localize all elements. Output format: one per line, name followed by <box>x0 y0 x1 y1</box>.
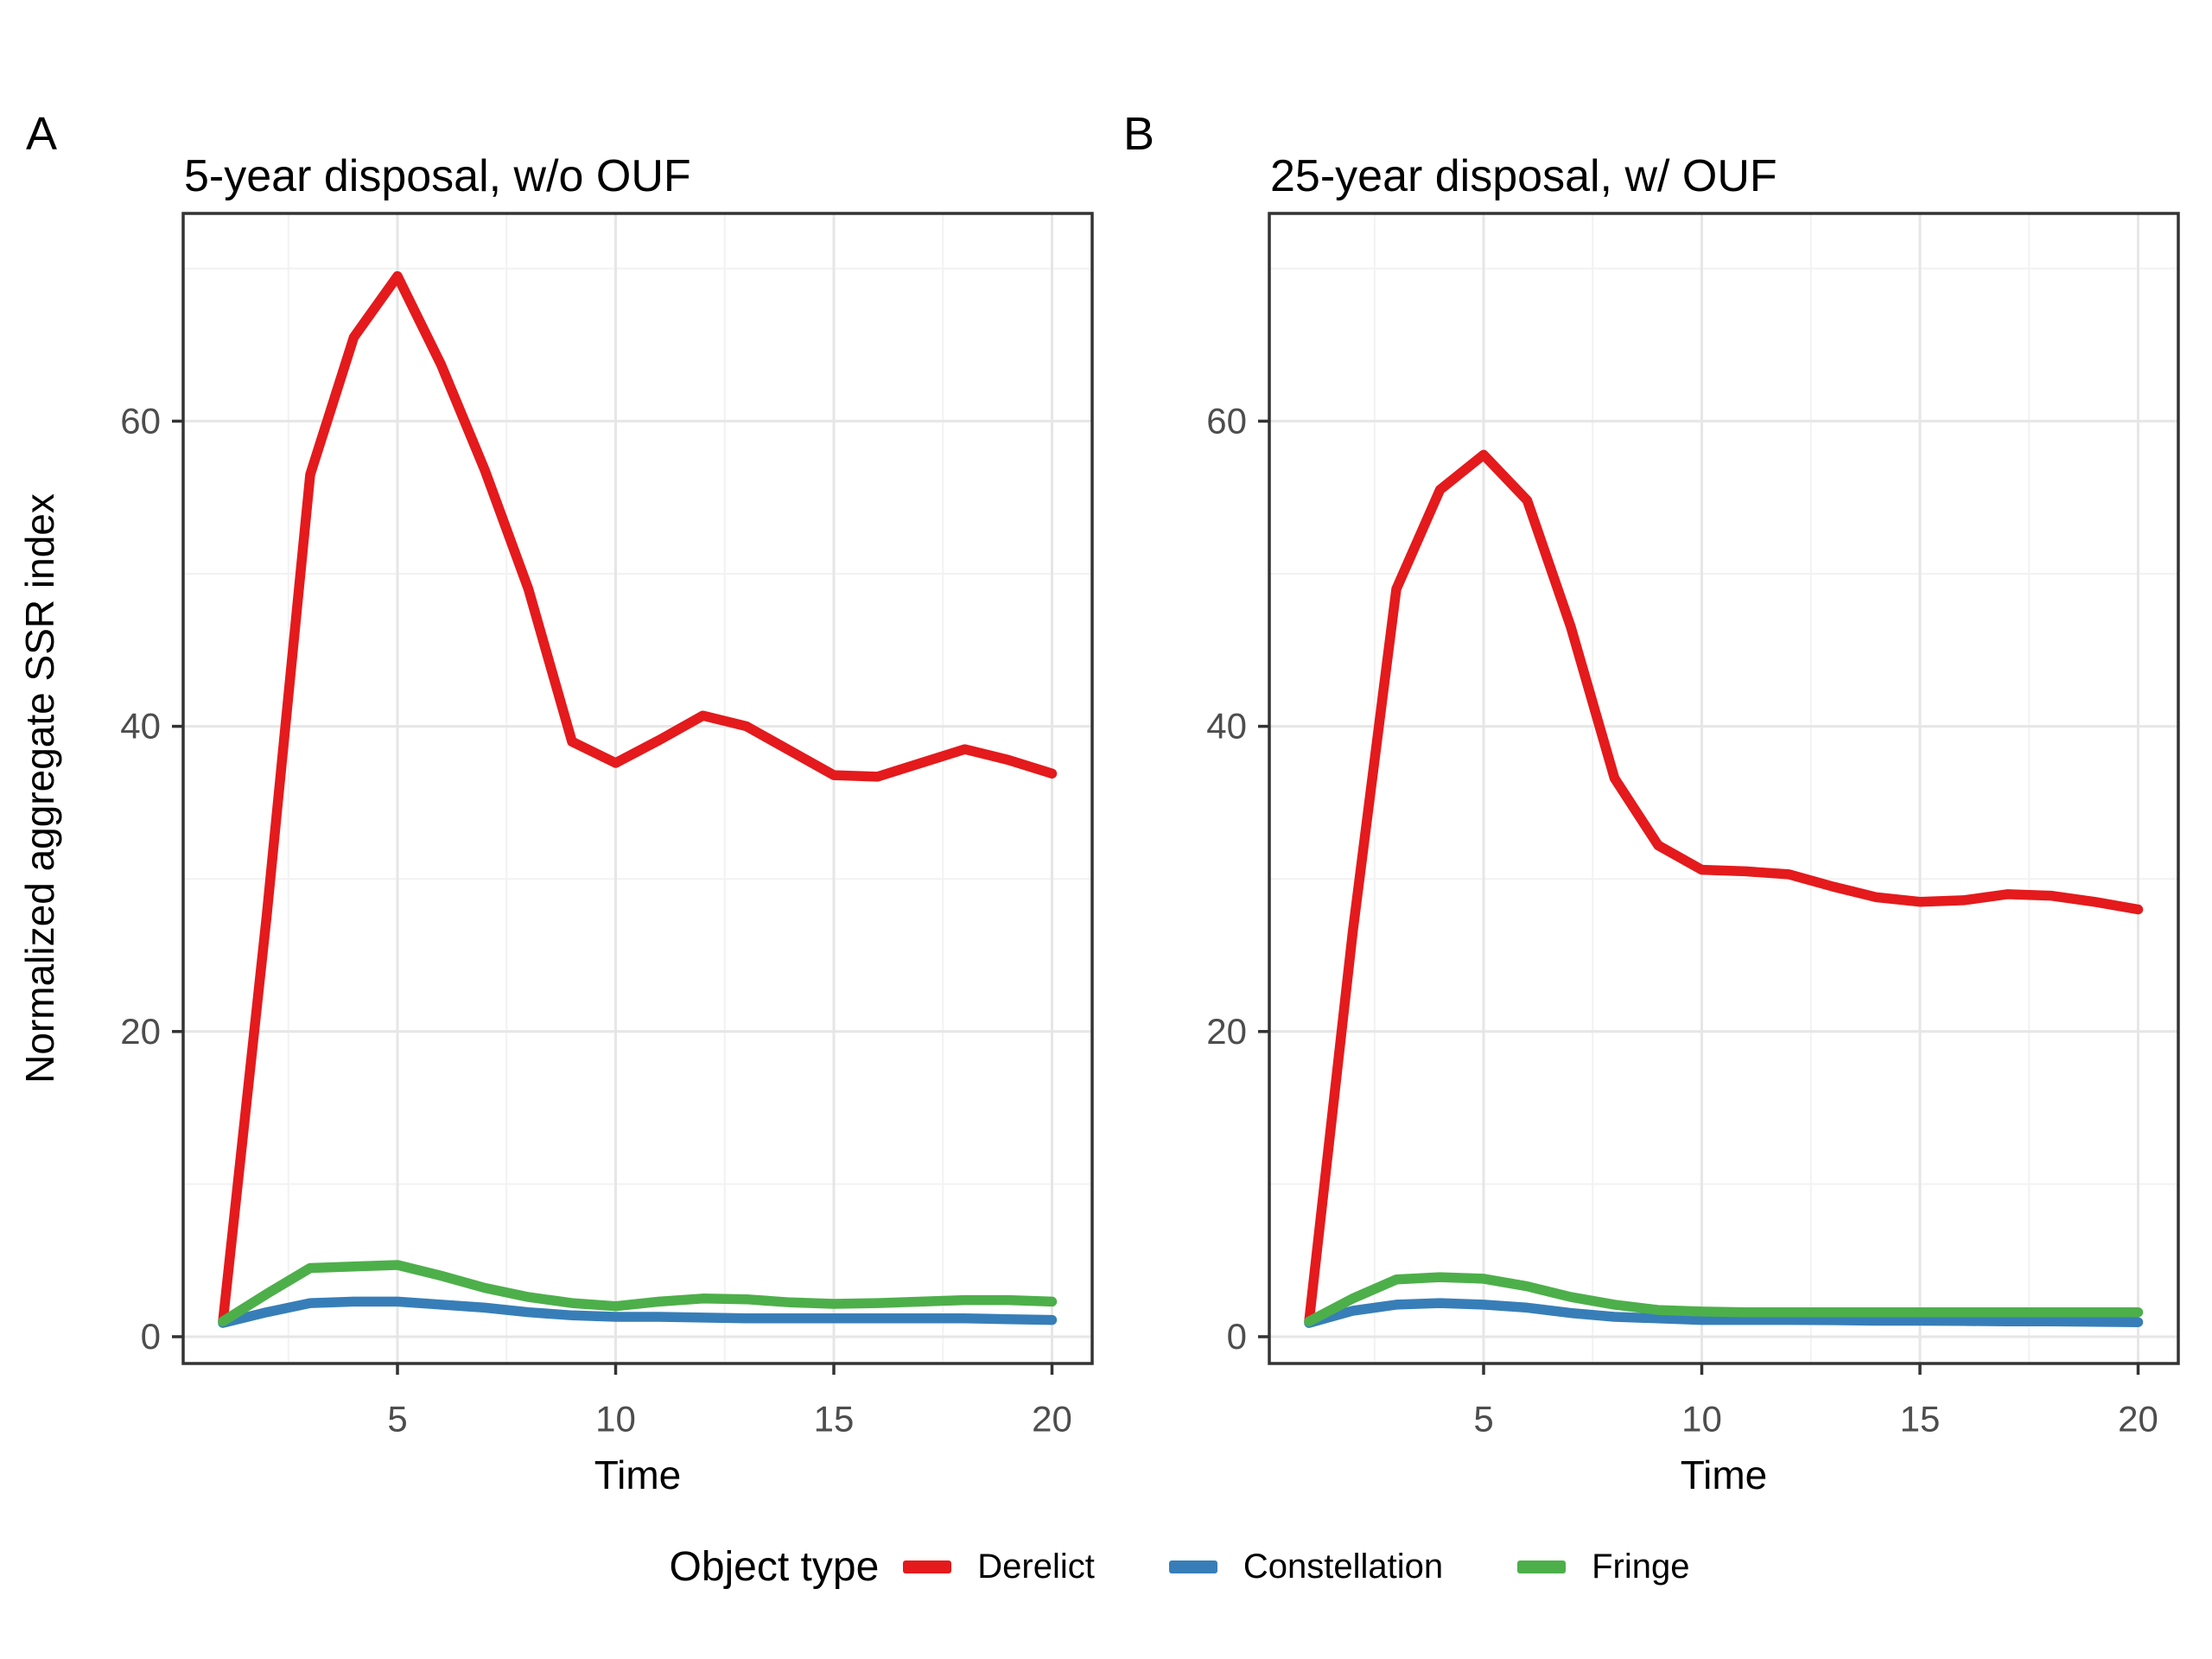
x-axis-tick-label: 20 <box>2118 1398 2158 1439</box>
fringe-line <box>1304 1272 2144 1327</box>
panel-a-tag: A <box>26 108 58 160</box>
x-axis-tick-label: 5 <box>1473 1398 1493 1439</box>
y-axis-tick-label: 20 <box>120 1011 161 1052</box>
legend: Object type Derelict Constellation Fring… <box>181 1536 2177 1597</box>
panel-a-title: 5-year disposal, w/o OUF <box>184 151 691 201</box>
y-axis-tick-label: 20 <box>1206 1011 1247 1052</box>
legend-title: Object type <box>669 1543 880 1590</box>
x-axis-tick-label: 10 <box>595 1398 636 1439</box>
x-axis-tick-label: 20 <box>1032 1398 1072 1439</box>
constellation-line <box>1304 1298 2144 1328</box>
legend-item-fringe: Fringe <box>1517 1547 1690 1586</box>
panel-b-tag: B <box>1123 108 1155 160</box>
x-axis-tick-label: 15 <box>814 1398 855 1439</box>
fringe-key-swatch <box>1517 1560 1567 1573</box>
legend-item-constellation: Constellation <box>1168 1547 1444 1586</box>
panel-border <box>1268 212 2180 1365</box>
x-axis-tick-label: 15 <box>1900 1398 1941 1439</box>
x-axis-title: Time <box>594 1452 682 1497</box>
derelict-line <box>218 270 1058 1327</box>
panel-b-chart: 5 10 15 20 0 20 40 60 Time <box>1206 212 2180 1497</box>
y-axis-title: Normalized aggregate SSR index <box>17 493 62 1084</box>
legend-label-constellation: Constellation <box>1243 1547 1444 1586</box>
constellation-key-swatch <box>1168 1560 1217 1573</box>
x-axis-title: Time <box>1681 1452 1768 1497</box>
x-axis-tick-label: 5 <box>387 1398 407 1439</box>
y-axis-tick-label: 60 <box>1206 400 1247 441</box>
panel-border <box>181 212 1094 1365</box>
y-axis-tick-label: 0 <box>1227 1316 1247 1357</box>
legend-label-fringe: Fringe <box>1592 1547 1690 1586</box>
fringe-line <box>218 1260 1058 1327</box>
y-axis-tick-label: 0 <box>141 1316 161 1357</box>
y-axis-tick-label: 40 <box>120 706 161 747</box>
panel-b-title: 25-year disposal, w/ OUF <box>1270 151 1777 201</box>
y-axis-tick-label: 40 <box>1206 706 1247 747</box>
constellation-line <box>218 1296 1058 1328</box>
derelict-line <box>1304 449 2144 1327</box>
x-axis-tick-label: 10 <box>1681 1398 1722 1439</box>
legend-item-derelict: Derelict <box>903 1548 1095 1586</box>
derelict-key-swatch <box>903 1560 952 1573</box>
legend-label-derelict: Derelict <box>977 1547 1095 1586</box>
panel-a-chart: 5 10 15 20 0 20 40 60 Time Normalized aggregate S… <box>17 212 1094 1497</box>
y-axis-tick-label: 60 <box>120 400 161 441</box>
